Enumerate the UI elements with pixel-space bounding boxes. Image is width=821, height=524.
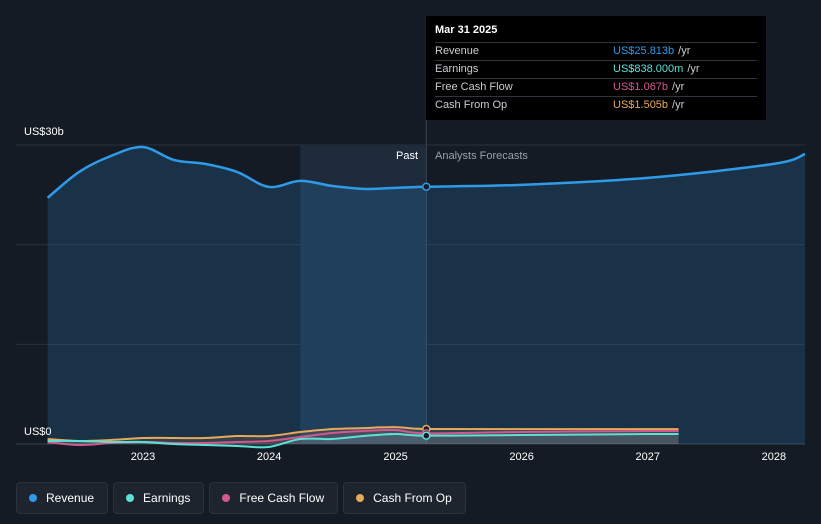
series-areas xyxy=(47,146,806,448)
y-axis-label-bottom: US$0 xyxy=(24,426,52,438)
tooltip-row: Revenue US$25.813b/yr xyxy=(435,42,757,60)
tooltip-series-unit: /yr xyxy=(672,81,685,93)
x-tick-label: 2026 xyxy=(509,451,534,463)
tooltip-date: Mar 31 2025 xyxy=(435,24,498,36)
x-tick-label: 2025 xyxy=(383,451,408,463)
cash-from-op-line xyxy=(47,426,679,443)
revenue-area xyxy=(47,146,806,444)
legend-item-revenue[interactable]: Revenue xyxy=(16,482,109,514)
series-markers xyxy=(422,182,431,440)
legend-label: Earnings xyxy=(143,491,191,505)
earnings-line xyxy=(47,432,679,449)
tooltip-series-unit: /yr xyxy=(672,99,685,111)
legend-label: Revenue xyxy=(46,491,95,505)
x-tick-label: 2028 xyxy=(761,451,787,463)
past-label: Past xyxy=(396,150,419,162)
tooltip-series-value: US$1.067b xyxy=(613,81,669,93)
series-lines xyxy=(46,145,806,449)
legend-item-cash-from-op[interactable]: Cash From Op xyxy=(343,482,466,514)
y-axis-label-top: US$30b xyxy=(24,126,64,138)
tooltip-series-unit: /yr xyxy=(687,63,700,75)
revenue-line xyxy=(46,145,806,199)
data-tooltip: Mar 31 2025 Revenue US$25.813b/yr Earnings… xyxy=(426,16,766,120)
tooltip-series-value: US$838.000m xyxy=(613,63,684,75)
tooltip-series-unit: /yr xyxy=(678,45,691,57)
x-tick-label: 2024 xyxy=(256,451,282,463)
forecast-label: Analysts Forecasts xyxy=(435,150,528,162)
tooltip-series-name: Revenue xyxy=(435,45,480,57)
tooltip-row: Cash From Op US$1.505b/yr xyxy=(435,96,757,114)
revenue-point xyxy=(422,182,431,191)
legend-item-earnings[interactable]: Earnings xyxy=(113,482,205,514)
legend-label: Free Cash Flow xyxy=(239,491,325,505)
legend-dot-icon xyxy=(29,494,37,502)
x-tick-label: 2023 xyxy=(130,451,156,463)
tooltip-series-name: Cash From Op xyxy=(435,99,508,111)
tooltip-series-name: Free Cash Flow xyxy=(435,81,513,93)
tooltip-series-name: Earnings xyxy=(435,63,479,75)
tooltip-row: Free Cash Flow US$1.067b/yr xyxy=(435,78,757,96)
past-region xyxy=(300,16,427,444)
legend-label: Cash From Op xyxy=(373,491,452,505)
legend-dot-icon xyxy=(126,494,135,502)
x-tick-label: 2027 xyxy=(635,451,661,463)
legend-dot-icon xyxy=(356,494,365,502)
tooltip-row: Earnings US$838.000m/yr xyxy=(435,60,757,78)
earnings-point xyxy=(422,431,431,440)
past-highlight xyxy=(300,145,427,444)
legend-item-free-cash-flow[interactable]: Free Cash Flow xyxy=(209,482,339,514)
tooltip-series-value: US$1.505b xyxy=(613,99,669,111)
chart-legend: Revenue Earnings Free Cash Flow Cash From O… xyxy=(16,482,466,514)
free-cash-flow-area xyxy=(47,429,679,446)
tooltip-series-value: US$25.813b xyxy=(613,45,675,57)
legend-dot-icon xyxy=(222,494,231,502)
